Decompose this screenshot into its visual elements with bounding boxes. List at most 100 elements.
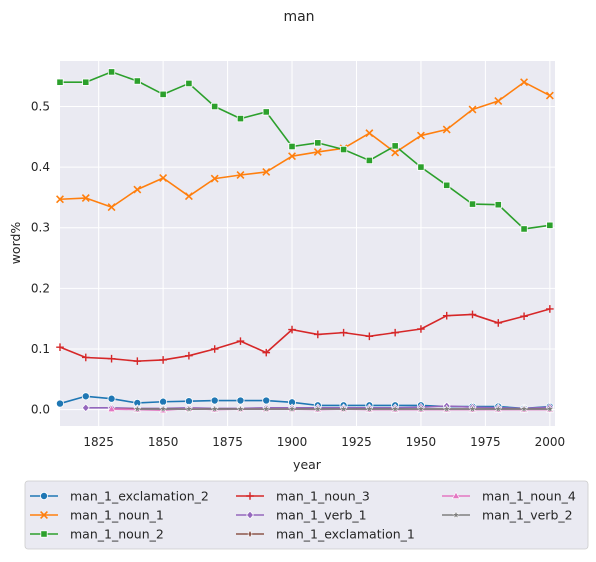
data-point bbox=[391, 328, 399, 337]
data-point bbox=[520, 225, 528, 233]
x-axis-ticks: 1825 1850 1875 1900 1925 1950 1975 2000 bbox=[83, 435, 565, 449]
legend: man_1_exclamation_2 man_1_noun_1 man_1_nou… bbox=[24, 480, 589, 550]
legend-marker bbox=[40, 511, 48, 519]
x-axis-label: year bbox=[293, 457, 322, 472]
data-point bbox=[82, 78, 90, 86]
y-tick-label: 0.4 bbox=[31, 160, 50, 174]
legend-label: man_1_noun_2 bbox=[70, 527, 164, 542]
data-point bbox=[493, 404, 503, 413]
data-point bbox=[314, 330, 322, 339]
series-man_1_verb_2 bbox=[133, 404, 555, 413]
legend-marker bbox=[451, 491, 461, 499]
data-point bbox=[313, 147, 322, 156]
data-point bbox=[494, 319, 503, 327]
data-point bbox=[184, 404, 194, 413]
legend-marker bbox=[40, 491, 49, 500]
legend-marker bbox=[246, 510, 254, 520]
data-point bbox=[236, 396, 245, 405]
data-point bbox=[107, 68, 116, 76]
legend-marker bbox=[247, 529, 253, 539]
data-point bbox=[159, 174, 168, 182]
legend-marker bbox=[246, 492, 254, 500]
data-point bbox=[236, 337, 245, 345]
data-point bbox=[211, 102, 219, 111]
data-point bbox=[442, 311, 451, 320]
data-point bbox=[416, 131, 425, 140]
data-point bbox=[81, 392, 90, 401]
x-tick-label: 1975 bbox=[470, 435, 501, 449]
data-point bbox=[520, 78, 529, 87]
data-point bbox=[107, 354, 116, 363]
data-point bbox=[520, 312, 528, 321]
chart-title: man bbox=[283, 9, 314, 25]
legend-item: man_1_noun_4 bbox=[442, 489, 576, 504]
x-tick-label: 1875 bbox=[212, 435, 243, 449]
data-point bbox=[81, 403, 90, 413]
data-point bbox=[365, 404, 374, 413]
legend-label: man_1_exclamation_2 bbox=[70, 489, 209, 504]
series-line bbox=[59, 81, 551, 208]
legend-item: man_1_verb_1 bbox=[236, 508, 367, 523]
data-point bbox=[107, 394, 116, 403]
legend-item: man_1_exclamation_2 bbox=[30, 489, 209, 504]
data-point bbox=[158, 404, 168, 413]
data-point bbox=[468, 310, 477, 319]
series-line bbox=[60, 71, 550, 230]
data-point bbox=[210, 404, 219, 413]
data-point bbox=[236, 114, 245, 123]
data-point bbox=[236, 404, 245, 413]
data-point bbox=[56, 343, 64, 351]
data-point bbox=[133, 357, 142, 365]
data-point bbox=[417, 163, 425, 171]
grid-lines bbox=[60, 61, 555, 426]
data-point bbox=[339, 328, 348, 337]
legend-label: man_1_verb_1 bbox=[276, 508, 367, 523]
x-tick-label: 1825 bbox=[83, 435, 114, 449]
data-point bbox=[314, 139, 322, 147]
data-point bbox=[133, 77, 141, 85]
data-point bbox=[365, 129, 374, 138]
data-point bbox=[468, 200, 477, 208]
data-point bbox=[391, 142, 399, 150]
legend-label: man_1_noun_4 bbox=[482, 489, 576, 504]
plot-area bbox=[60, 61, 555, 426]
x-tick-label: 1925 bbox=[341, 435, 372, 449]
data-point bbox=[159, 356, 167, 364]
data-point bbox=[545, 404, 555, 413]
data-point bbox=[288, 152, 296, 161]
legend-item: man_1_noun_1 bbox=[30, 508, 164, 523]
data-point bbox=[494, 201, 502, 209]
data-point bbox=[545, 91, 554, 100]
legend-item: man_1_noun_3 bbox=[236, 489, 370, 504]
legend-label: man_1_exclamation_1 bbox=[276, 527, 415, 542]
data-point bbox=[262, 396, 271, 405]
data-point bbox=[210, 174, 219, 183]
data-point bbox=[390, 404, 400, 413]
data-point bbox=[184, 192, 193, 201]
x-tick-label: 1900 bbox=[277, 435, 308, 449]
data-point bbox=[56, 78, 64, 86]
data-series bbox=[56, 68, 555, 414]
data-point bbox=[546, 221, 554, 229]
data-point bbox=[81, 194, 90, 202]
data-point bbox=[236, 171, 245, 179]
data-point bbox=[210, 345, 219, 353]
data-point bbox=[519, 404, 529, 413]
data-point bbox=[262, 108, 270, 116]
data-point bbox=[287, 404, 297, 413]
data-point bbox=[339, 404, 348, 413]
data-point bbox=[391, 148, 400, 157]
x-tick-label: 1950 bbox=[406, 435, 437, 449]
data-point bbox=[210, 396, 219, 405]
data-point bbox=[339, 145, 348, 154]
legend-item: man_1_exclamation_1 bbox=[236, 527, 415, 542]
data-point bbox=[546, 305, 554, 313]
data-point bbox=[288, 142, 296, 151]
x-tick-label: 1850 bbox=[148, 435, 179, 449]
data-point bbox=[185, 351, 193, 360]
data-point bbox=[494, 97, 503, 105]
series-man_1_noun_1 bbox=[56, 78, 554, 212]
series-man_1_noun_2 bbox=[56, 68, 554, 233]
